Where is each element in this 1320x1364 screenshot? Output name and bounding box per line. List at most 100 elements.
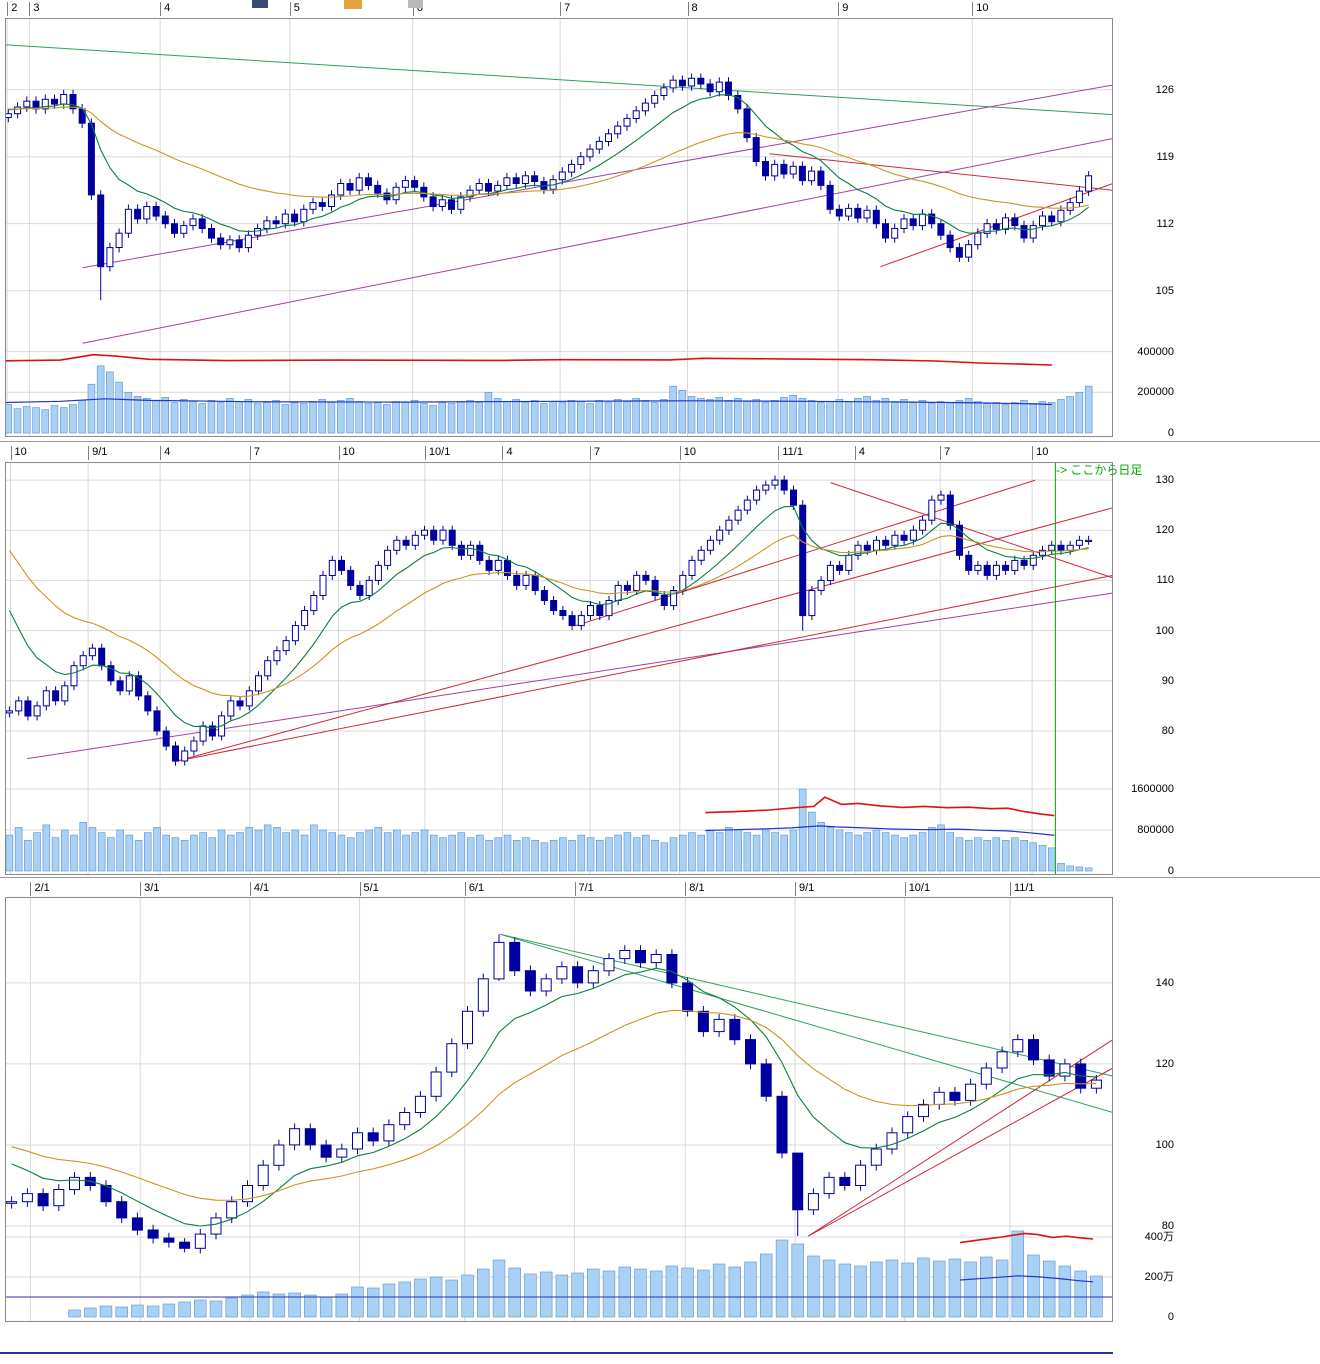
candle-body <box>411 180 419 188</box>
volume-bar <box>649 1270 663 1318</box>
candle-body <box>826 184 834 210</box>
candle-body <box>706 539 714 551</box>
candle-body <box>623 117 631 127</box>
volume-bar <box>937 824 945 872</box>
price-volume-plot[interactable] <box>5 18 1113 437</box>
candle-body <box>980 1067 992 1085</box>
volume-bar <box>272 1293 286 1318</box>
volume-bar <box>439 837 447 872</box>
toolbar-fragment-icon[interactable] <box>344 0 362 9</box>
candle-body <box>531 175 539 183</box>
candle-body <box>328 194 335 207</box>
candle-body <box>476 544 484 561</box>
volume-bar <box>146 1305 160 1318</box>
candle-body <box>1059 1063 1071 1077</box>
price-tick-label: 126 <box>1155 83 1174 96</box>
candle-body <box>715 81 723 93</box>
candle-body <box>734 509 742 521</box>
candle-body <box>688 559 696 577</box>
candle-body <box>745 1039 756 1065</box>
volume-bar <box>180 839 189 872</box>
trendline <box>500 933 1113 1113</box>
volume-bar <box>1057 399 1065 434</box>
volume-bar <box>901 1262 914 1318</box>
candle-body <box>116 680 124 692</box>
toolbar-fragment-icon[interactable] <box>252 0 268 8</box>
candle-body <box>79 655 87 667</box>
x-tick-label: 8 <box>687 2 698 16</box>
volume-bar <box>178 1301 191 1318</box>
x-tick-label: 3/1 <box>140 882 159 896</box>
candle-body <box>799 504 807 617</box>
candle-body <box>438 199 446 208</box>
trendline <box>830 482 1113 579</box>
candle-body <box>882 223 889 239</box>
candle-body <box>909 218 917 227</box>
candle-body <box>135 675 143 697</box>
candle-body <box>61 685 69 702</box>
candle-body <box>1002 564 1010 571</box>
candle-body <box>383 1124 395 1142</box>
candle-body <box>106 247 114 268</box>
volume-bar <box>618 1266 632 1318</box>
volume-bar <box>605 837 613 872</box>
volume-bar <box>189 401 197 434</box>
candle-body <box>522 574 530 586</box>
candle-body <box>347 569 355 587</box>
candle-body <box>734 95 742 110</box>
candle-body <box>457 544 465 556</box>
price-volume-plot[interactable] <box>5 462 1113 875</box>
toolbar-fragment-icon[interactable] <box>408 0 423 8</box>
volume-bar <box>198 403 207 434</box>
candle-body <box>346 183 354 191</box>
candle-body <box>15 700 23 712</box>
price-tick-label: 80 <box>1161 724 1174 737</box>
volume-bar <box>835 399 844 434</box>
candle-body <box>762 484 770 491</box>
candle-body <box>180 225 188 234</box>
volume-bar <box>964 1261 977 1318</box>
candle-body <box>540 978 552 992</box>
candle-body <box>632 110 640 120</box>
volume-bar <box>791 1243 804 1318</box>
volume-bar <box>577 834 586 872</box>
volume-bar <box>466 400 474 434</box>
candle-body <box>1090 1079 1102 1089</box>
volume-bar <box>226 398 234 434</box>
volume-bar <box>946 402 954 434</box>
x-tick-label: 6/1 <box>464 882 484 896</box>
plot-border <box>5 18 1113 437</box>
volume-bar <box>586 403 594 434</box>
volume-bar <box>227 834 235 872</box>
volume-bar <box>697 398 705 434</box>
x-tick-label: 4 <box>854 446 865 460</box>
volume-bar <box>807 400 816 434</box>
volume-bar <box>273 827 281 872</box>
candle-body <box>448 529 456 546</box>
trendline <box>5 44 1113 116</box>
candle-body <box>1066 202 1074 211</box>
volume-bar <box>789 395 797 434</box>
candle-body <box>172 745 179 762</box>
candle-body <box>189 218 197 227</box>
volume-bar <box>838 1263 852 1318</box>
x-axis-strip: 2 3 4 5 6 7 8 9 10 <box>0 0 1200 18</box>
candle-body <box>448 199 455 210</box>
candle-body <box>521 175 529 185</box>
candle-body <box>716 529 724 541</box>
candle-body <box>384 549 392 566</box>
volume-bar <box>346 837 355 872</box>
candle-body <box>494 559 502 571</box>
volume-bar <box>539 1271 553 1318</box>
candle-body <box>902 1116 914 1134</box>
candle-body <box>682 982 694 1012</box>
volume-bar <box>808 811 816 872</box>
candle-body <box>144 695 152 712</box>
x-tick-label: 10/1 <box>424 446 450 460</box>
price-volume-plot[interactable] <box>5 897 1113 1322</box>
volume-bar <box>983 403 991 434</box>
volume-bar <box>697 834 705 872</box>
candle-body <box>134 208 142 220</box>
volume-bar <box>844 401 853 434</box>
volume-bar <box>917 1257 930 1318</box>
